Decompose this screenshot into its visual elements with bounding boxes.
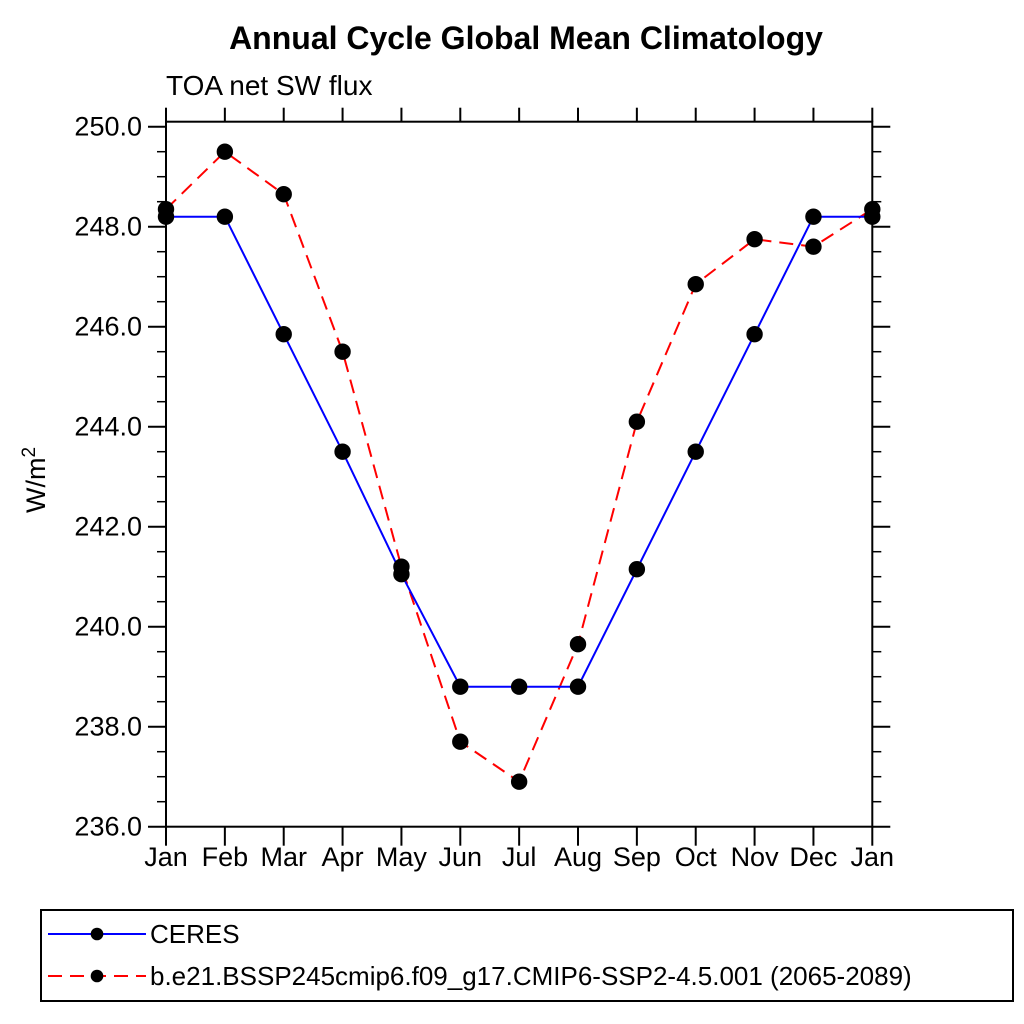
- data-point-marker-ceres: [452, 678, 469, 695]
- data-point-marker-model: [569, 636, 587, 653]
- y-tick-label: 236.0: [74, 812, 142, 842]
- data-point-marker-ceres: [393, 566, 410, 583]
- data-point-marker-model: [628, 413, 646, 430]
- data-point-marker-ceres: [805, 208, 822, 225]
- legend-item-ceres: CERES: [46, 918, 240, 949]
- y-tick-label: 238.0: [74, 712, 142, 742]
- y-axis-label-exponent: 2: [19, 446, 40, 458]
- legend-label-ceres: CERES: [150, 918, 240, 949]
- x-tick-label: Jan: [144, 842, 188, 872]
- x-tick-label: Jun: [439, 842, 483, 872]
- data-point-marker-ceres: [687, 443, 704, 460]
- y-axis-label: W/m2: [10, 420, 51, 540]
- data-point-marker-ceres: [510, 678, 528, 695]
- legend-marker-model: [90, 969, 104, 983]
- axis-frame: [165, 120, 874, 828]
- y-tick-label: 250.0: [74, 112, 142, 142]
- legend-label-model: b.e21.BSSP245cmip6.f09_g17.CMIP6-SSP2-4.…: [150, 960, 912, 991]
- data-point-marker-ceres: [334, 443, 351, 460]
- data-point-marker-model: [510, 773, 528, 790]
- data-point-marker-ceres: [275, 326, 292, 343]
- data-point-marker-model: [687, 276, 704, 293]
- data-point-marker-model: [746, 231, 763, 248]
- x-tick-label: Jan: [851, 842, 895, 872]
- legend-line-sample-model: [48, 969, 146, 983]
- x-tick-label: May: [376, 842, 428, 872]
- data-point-marker-ceres: [569, 678, 587, 695]
- legend-marker-ceres: [90, 927, 104, 941]
- y-tick-label: 246.0: [74, 312, 142, 342]
- y-axis-label-base: W/m: [21, 457, 51, 514]
- data-point-marker-ceres: [216, 208, 234, 225]
- y-tick-label: 248.0: [74, 212, 142, 242]
- legend: CERES b.e21.BSSP245cmip6.f09_g17.CMIP6-S…: [40, 909, 1014, 1002]
- x-tick-label: Oct: [675, 842, 718, 872]
- x-tick-label: Jul: [502, 842, 537, 872]
- series-line-ceres: [166, 215, 873, 688]
- y-tick-label: 240.0: [74, 612, 142, 642]
- data-point-marker-ceres: [746, 326, 763, 343]
- data-point-marker-ceres: [628, 561, 646, 578]
- x-tick-label: Feb: [202, 842, 249, 872]
- x-tick-label: Apr: [322, 842, 364, 872]
- data-point-marker-model: [334, 343, 351, 360]
- data-point-marker-model: [805, 238, 822, 255]
- x-tick-label: Mar: [260, 842, 307, 872]
- x-tick-label: Dec: [789, 842, 837, 872]
- x-tick-label: Sep: [613, 842, 661, 872]
- data-point-marker-model: [275, 186, 292, 203]
- x-tick-label: Aug: [554, 842, 602, 872]
- legend-item-model: b.e21.BSSP245cmip6.f09_g17.CMIP6-SSP2-4.…: [46, 960, 912, 991]
- data-point-marker-model: [452, 733, 469, 750]
- chart-subtitle: TOA net SW flux: [166, 70, 373, 101]
- data-point-marker-ceres: [864, 208, 881, 225]
- data-point-marker-ceres: [157, 208, 175, 225]
- legend-line-sample-ceres: [48, 927, 146, 941]
- y-tick-label: 242.0: [74, 512, 142, 542]
- data-point-marker-model: [216, 143, 234, 160]
- x-tick-label: Nov: [731, 842, 780, 872]
- chart-title: Annual Cycle Global Mean Climatology: [229, 20, 823, 56]
- y-tick-label: 244.0: [74, 412, 142, 442]
